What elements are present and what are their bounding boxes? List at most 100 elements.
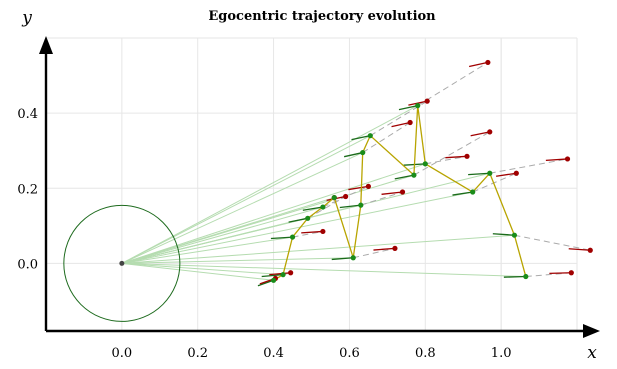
trajectory-point: [270, 277, 277, 283]
trajectory-heading: [331, 257, 354, 261]
x-tick-label: 0.8: [415, 346, 436, 361]
origin-ray: [121, 234, 515, 264]
prediction-heading: [348, 185, 369, 191]
prediction-point: [587, 247, 593, 253]
prediction-point: [564, 156, 571, 162]
origin-ray: [121, 191, 473, 264]
heading-ticks: [257, 61, 591, 287]
prediction-heading: [549, 272, 572, 275]
prediction-connector: [525, 272, 572, 278]
origin-ray: [121, 206, 324, 264]
x-tick-label: 0.0: [112, 346, 133, 361]
x-tick-label: 0.6: [339, 346, 360, 361]
trajectory-heading: [492, 233, 515, 236]
trajectory-point: [320, 204, 326, 210]
prediction-connector: [360, 191, 403, 206]
prediction-connector: [472, 172, 517, 193]
chart-title: Egocentric trajectory evolution: [208, 9, 436, 24]
origin-ray: [121, 105, 418, 264]
trajectory-heading: [339, 204, 361, 209]
x-tick-label: 0.2: [187, 346, 208, 361]
prediction-point: [407, 119, 413, 126]
origin-ray: [121, 163, 426, 264]
x-tick-label: 1.0: [491, 346, 512, 361]
origin-ray: [121, 236, 293, 264]
origin-ray: [121, 262, 274, 281]
prediction-heading: [568, 248, 591, 251]
trajectory-point: [350, 255, 356, 261]
prediction-point: [568, 270, 574, 276]
trajectory-heading: [503, 275, 526, 278]
trajectory-heading: [343, 151, 363, 158]
grid-lines: [46, 37, 578, 331]
trajectory-heading: [302, 206, 323, 211]
prediction-point: [513, 170, 519, 176]
trajectory-heading: [261, 274, 284, 278]
prediction-heading: [496, 172, 517, 177]
prediction-heading: [545, 158, 568, 161]
prediction-connector: [353, 247, 396, 259]
y-tick-label: 0.4: [17, 107, 38, 122]
prediction-connector: [413, 131, 491, 176]
prediction-point: [365, 183, 371, 189]
prediction-heading: [301, 230, 323, 234]
y-axis-arrow: [39, 36, 53, 54]
prediction-heading: [381, 191, 403, 195]
trajectory-point: [422, 161, 428, 167]
trajectory-point: [358, 202, 364, 208]
trajectory-point: [367, 133, 373, 139]
prediction-connector: [425, 155, 468, 165]
origin-ray: [121, 262, 526, 278]
trajectory-heading: [398, 104, 418, 111]
trajectory-point: [470, 189, 476, 195]
prediction-heading: [391, 121, 411, 128]
prediction-point: [487, 129, 493, 135]
prediction-point: [485, 59, 491, 66]
origin-marker: [119, 260, 125, 266]
prediction-point: [424, 98, 430, 104]
trajectory-heading: [452, 191, 473, 196]
data-points: [119, 59, 593, 283]
trajectory-heading: [351, 135, 371, 141]
axes: [39, 36, 600, 338]
prediction-heading: [468, 61, 489, 68]
trajectory-point: [523, 273, 529, 280]
x-axis-label: x: [587, 343, 597, 363]
origin-ray: [121, 152, 363, 264]
prediction-connector: [514, 234, 591, 251]
y-axis-label: y: [21, 8, 32, 28]
prediction-heading: [470, 131, 490, 137]
trajectory-heading: [270, 236, 293, 240]
prediction-point: [320, 228, 326, 235]
origin-ray: [121, 174, 415, 264]
trajectory-point: [360, 149, 366, 156]
origin-ray: [121, 257, 354, 264]
prediction-point: [399, 189, 406, 195]
tick-labels: 0.0 0.2 0.4 0.6 0.8 1.0 0.0 0.2 0.4: [17, 107, 511, 361]
prediction-heading: [373, 247, 395, 251]
trajectory-heading: [468, 172, 490, 176]
trajectory-point: [280, 272, 286, 278]
trajectory-point: [331, 195, 337, 201]
y-tick-label: 0.0: [17, 257, 38, 272]
trajectory-heading: [288, 217, 308, 223]
prediction-point: [464, 153, 470, 159]
origin-ray: [121, 135, 371, 264]
x-axis-arrow: [583, 324, 600, 338]
prediction-connector: [417, 61, 489, 107]
prediction-heading: [269, 272, 291, 276]
trajectory-heading: [394, 174, 415, 180]
prediction-connector: [307, 196, 346, 219]
origin-rays: [121, 105, 526, 281]
trajectory-point: [487, 170, 493, 176]
trajectory-point: [289, 234, 296, 240]
prediction-point: [288, 270, 294, 276]
prediction-point: [343, 193, 349, 200]
trajectory-point: [305, 215, 311, 221]
trajectory-heading: [257, 279, 274, 287]
trajectory-point: [411, 172, 417, 178]
prediction-point: [392, 245, 398, 251]
x-tick-label: 0.4: [263, 346, 284, 361]
trajectory-point: [511, 232, 518, 238]
